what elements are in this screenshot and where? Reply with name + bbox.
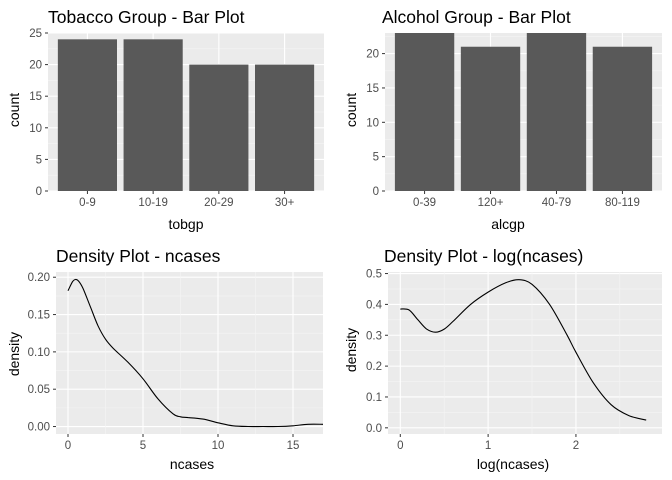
x-tick-label: 0-9 [79, 197, 96, 209]
ncases-density-chart: 0.00 0.05 0.10 0.15 0.20 0 5 10 15 Density Plot … [6, 246, 324, 472]
y-tick-label: 0.15 [28, 310, 50, 322]
bar [526, 33, 587, 191]
x-axis-label: ncases [170, 456, 214, 472]
x-tick-label: 10-19 [138, 197, 167, 209]
x-tick-label: 1 [485, 440, 491, 452]
y-tick-label: 10 [366, 117, 379, 129]
panel-background [56, 272, 323, 434]
y-tick-label: 0.5 [366, 269, 382, 281]
x-tick-label: 2 [573, 440, 579, 452]
bar [255, 64, 315, 191]
y-tick-label: 25 [29, 28, 42, 40]
x-tick-label: 120+ [478, 197, 504, 209]
bar [394, 33, 455, 191]
y-tick-label: 20 [366, 49, 379, 61]
x-tick-label: 15 [287, 440, 300, 452]
x-axis-label: tobgp [168, 216, 203, 232]
tobacco-bar-chart: 0 5 10 15 20 25 0-9 10-19 20-29 30+ Tobacco Group… [6, 7, 324, 232]
y-tick-label: 5 [36, 154, 42, 166]
x-tick-label: 80-119 [605, 197, 640, 209]
chart-title: Density Plot - log(ncases) [384, 246, 583, 266]
y-axis-label: count [343, 93, 359, 127]
bar [189, 64, 249, 191]
x-tick-label: 0-39 [413, 197, 436, 209]
y-tick-label: 0.10 [28, 347, 50, 359]
chart-title: Tobacco Group - Bar Plot [48, 7, 245, 27]
x-tick-label: 20-29 [204, 197, 233, 209]
y-tick-label: 15 [366, 83, 379, 95]
log-ncases-density-chart: 0.0 0.1 0.2 0.3 0.4 0.5 0 1 2 Density Plot - log… [343, 246, 662, 472]
bar [123, 39, 183, 191]
y-tick-label: 0.0 [366, 423, 382, 435]
y-tick-label: 0.3 [366, 330, 382, 342]
y-axis-label: count [6, 93, 22, 127]
x-tick-label: 0 [397, 440, 403, 452]
y-tick-label: 10 [29, 123, 42, 135]
y-tick-label: 15 [29, 91, 42, 103]
chart-title: Density Plot - ncases [56, 246, 221, 266]
y-tick-label: 0 [373, 186, 379, 198]
y-tick-label: 20 [29, 60, 42, 72]
y-tick-label: 0.4 [366, 299, 383, 311]
density-line [400, 279, 647, 421]
x-tick-label: 5 [140, 440, 146, 452]
x-axis-label: log(ncases) [477, 456, 549, 472]
x-tick-label: 40-79 [542, 197, 571, 209]
bar [57, 39, 117, 191]
y-tick-label: 0.00 [28, 422, 50, 434]
y-axis-label: density [343, 328, 359, 372]
bar [460, 46, 521, 191]
y-tick-label: 0.2 [366, 361, 382, 373]
x-tick-label: 30+ [275, 197, 295, 209]
panel-background [388, 272, 662, 434]
y-axis-label: density [6, 332, 22, 376]
y-tick-label: 5 [373, 152, 379, 164]
y-tick-label: 0 [36, 186, 42, 198]
alcohol-bar-chart: 0 5 10 15 20 0-39 120+ 40-79 80-119 Alcohol Grou… [343, 7, 662, 232]
y-tick-label: 0.05 [28, 384, 50, 396]
chart-title: Alcohol Group - Bar Plot [382, 7, 571, 27]
x-tick-label: 10 [212, 440, 225, 452]
y-tick-label: 0.1 [366, 392, 382, 404]
density-line [67, 278, 324, 428]
x-axis-label: alcgp [491, 216, 525, 232]
y-tick-label: 0.20 [28, 272, 50, 284]
bar [592, 46, 653, 191]
x-tick-label: 0 [65, 440, 71, 452]
